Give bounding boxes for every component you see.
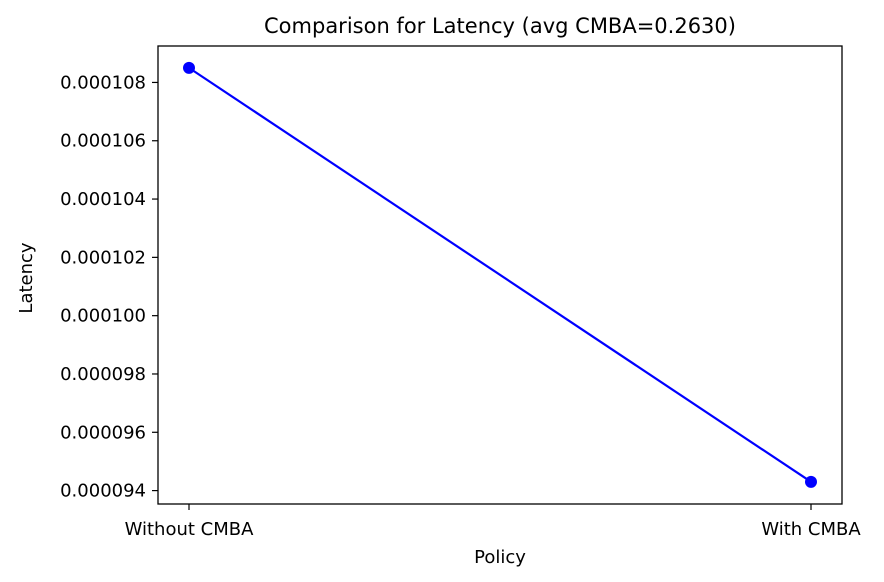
series-layer <box>183 61 817 488</box>
y-tick-label: 0.000104 <box>60 189 146 210</box>
data-point-2 <box>805 475 817 488</box>
x-tick-label: Without CMBA <box>125 519 255 540</box>
y-tick-label: 0.000106 <box>60 131 146 152</box>
y-tick-label: 0.000100 <box>60 306 146 327</box>
y-tick-label: 0.000102 <box>60 247 146 268</box>
y-axis-title: Latency <box>16 242 37 313</box>
y-tick-label: 0.000098 <box>60 364 146 385</box>
y-axis: 0.000094 0.000096 0.000098 0.000100 0.000102… <box>60 72 158 502</box>
y-tick-label: 0.000094 <box>60 481 146 502</box>
x-axis: Without CMBA With CMBA <box>125 504 861 540</box>
data-point-1 <box>183 61 195 74</box>
x-axis-title: Policy <box>474 547 526 568</box>
chart-title: Comparison for Latency (avg CMBA=0.2630) <box>264 14 736 38</box>
series-line <box>188 66 812 483</box>
x-tick-label: With CMBA <box>761 519 861 540</box>
y-tick-label: 0.000108 <box>60 72 146 93</box>
plot-frame <box>157 45 843 505</box>
y-tick-label: 0.000096 <box>60 422 146 443</box>
